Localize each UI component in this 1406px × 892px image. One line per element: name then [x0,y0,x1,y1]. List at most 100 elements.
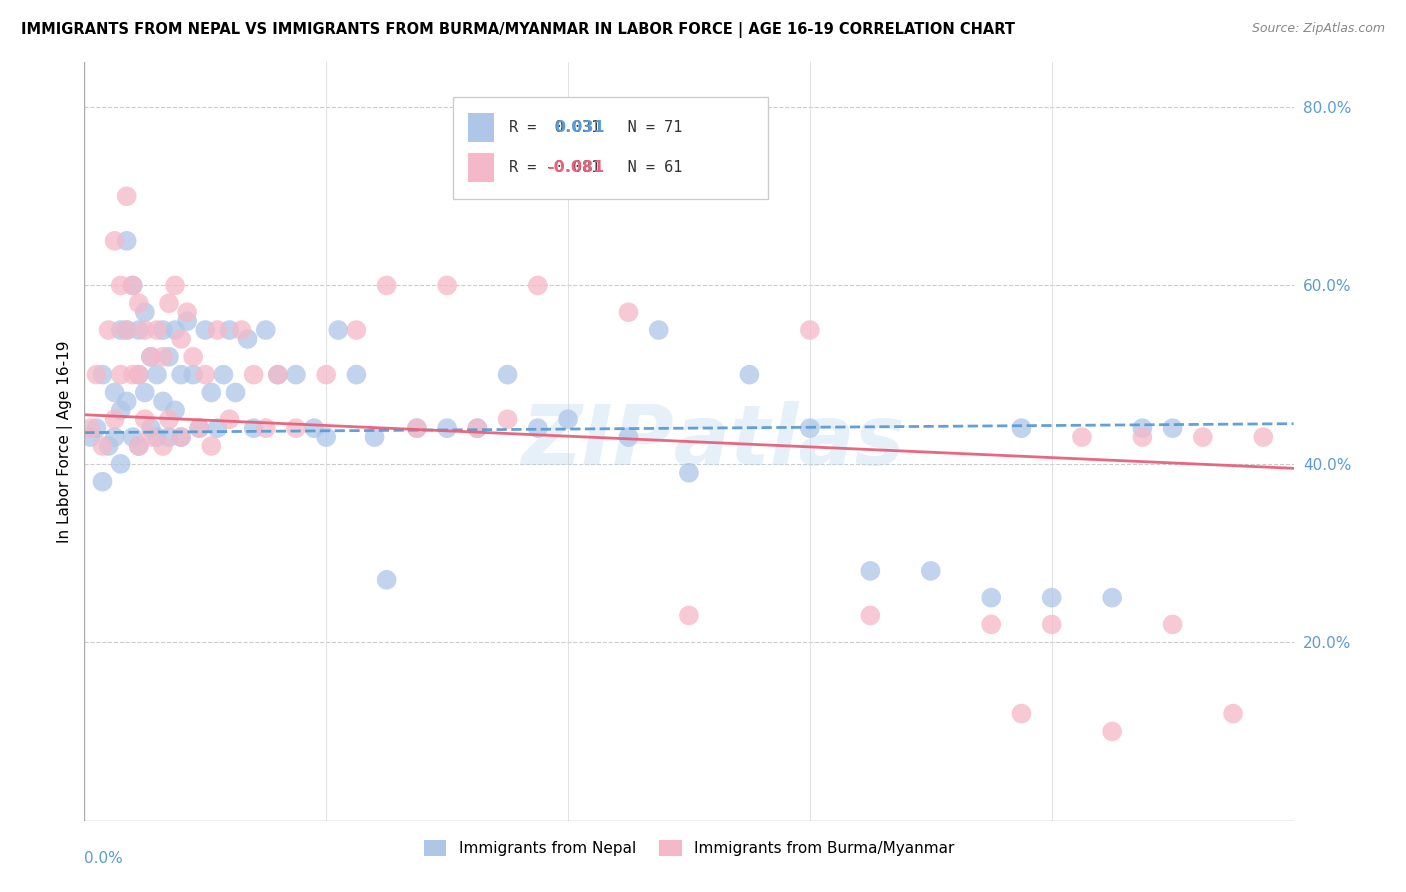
Point [176,314,198,328]
Point [152,323,174,337]
Point [799,421,821,435]
Point [1011,706,1033,721]
Point [128,368,150,382]
Legend: Immigrants from Nepal, Immigrants from Burma/Myanmar: Immigrants from Nepal, Immigrants from B… [418,834,960,863]
Point [236,332,259,346]
Point [157,430,180,444]
Point [188,421,211,435]
Point [1040,617,1063,632]
Point [97,439,120,453]
Point [242,368,264,382]
Point [104,234,127,248]
Point [110,278,132,293]
Point [617,305,640,319]
Point [302,421,325,435]
Point [170,430,193,444]
Point [527,421,550,435]
Point [346,323,368,337]
Point [157,350,180,364]
FancyBboxPatch shape [468,113,495,142]
Point [115,189,138,203]
Point [97,323,120,337]
Point [799,323,821,337]
Point [139,421,162,435]
Point [496,412,519,426]
Point [134,385,156,400]
Point [920,564,942,578]
Point [165,403,187,417]
Point [152,439,174,453]
Point [678,608,700,623]
Point [152,394,174,409]
Point [436,421,458,435]
Point [980,617,1002,632]
Point [285,421,308,435]
Point [170,332,193,346]
Point [146,430,169,444]
Point [181,368,204,382]
Point [467,421,489,435]
Point [128,323,150,337]
Point [859,608,882,623]
Point [165,278,187,293]
FancyBboxPatch shape [468,153,495,182]
Point [375,573,398,587]
Point [134,412,156,426]
Point [1161,617,1184,632]
Point [207,421,229,435]
Point [200,439,222,453]
Point [121,368,143,382]
Point [79,421,101,435]
Point [1192,430,1215,444]
Point [738,368,761,382]
Point [128,296,150,310]
Point [315,430,337,444]
Point [859,564,882,578]
Point [79,430,101,444]
Point [91,368,114,382]
Point [134,323,156,337]
Point [678,466,700,480]
Point [207,323,229,337]
Point [91,439,114,453]
Point [267,368,290,382]
Point [134,305,156,319]
Point [110,403,132,417]
Point [406,421,429,435]
Point [121,278,143,293]
Point [467,421,489,435]
Point [157,412,180,426]
Point [1253,430,1275,444]
Point [328,323,350,337]
Point [139,430,162,444]
Point [115,234,138,248]
Point [406,421,429,435]
Point [86,368,108,382]
Point [254,323,277,337]
Point [1101,591,1123,605]
Text: R = -0.081   N = 61: R = -0.081 N = 61 [509,161,682,176]
Point [104,430,127,444]
Point [267,368,290,382]
Y-axis label: In Labor Force | Age 16-19: In Labor Force | Age 16-19 [58,340,73,543]
Point [648,323,671,337]
Point [1161,421,1184,435]
Point [212,368,235,382]
Text: -0.081: -0.081 [547,161,605,176]
Point [218,323,240,337]
Point [254,421,277,435]
Point [527,278,550,293]
Point [1011,421,1033,435]
Point [121,278,143,293]
Text: Source: ZipAtlas.com: Source: ZipAtlas.com [1251,22,1385,36]
Point [165,323,187,337]
Point [104,385,127,400]
Text: IMMIGRANTS FROM NEPAL VS IMMIGRANTS FROM BURMA/MYANMAR IN LABOR FORCE | AGE 16-1: IMMIGRANTS FROM NEPAL VS IMMIGRANTS FROM… [21,22,1015,38]
Point [139,350,162,364]
Text: 0.031: 0.031 [555,120,606,136]
Point [188,421,211,435]
Point [218,412,240,426]
Point [128,439,150,453]
Point [225,385,247,400]
Text: R =  0.031   N = 71: R = 0.031 N = 71 [509,120,682,136]
